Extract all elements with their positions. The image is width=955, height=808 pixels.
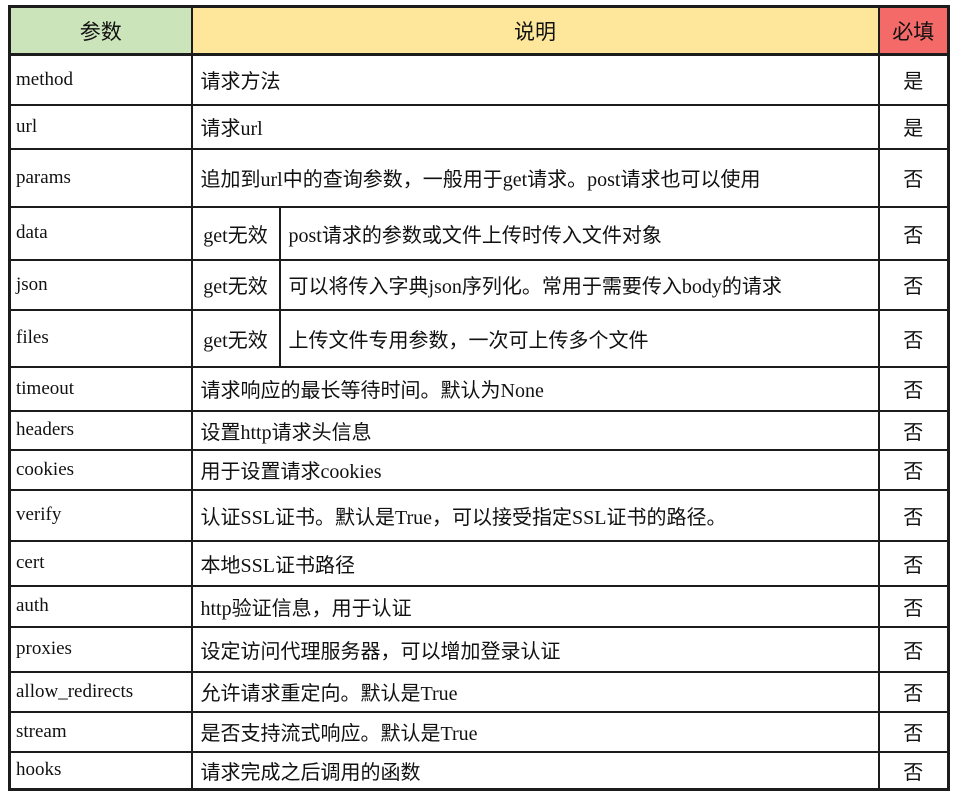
param-cell: json xyxy=(8,258,193,311)
description-cell: 可以将传入字典json序列化。常用于需要传入body的请求 xyxy=(278,258,880,311)
description-cell: 追加到url中的查询参数，一般用于get请求。post请求也可以使用 xyxy=(190,147,880,208)
table-header-row: 参数 说明 必填 xyxy=(8,5,950,56)
param-cell: auth xyxy=(8,584,193,628)
required-cell: 否 xyxy=(877,488,950,542)
column-header-required: 必填 xyxy=(877,5,950,56)
required-cell: 否 xyxy=(877,365,950,412)
param-cell: params xyxy=(8,147,193,208)
param-cell: method xyxy=(8,53,193,106)
table-row: method 请求方法 是 xyxy=(8,53,950,106)
description-cell: post请求的参数或文件上传时传入文件对象 xyxy=(278,205,880,261)
document-page: 参数 说明 必填 method 请求方法 是 url 请求url 是 param… xyxy=(8,5,950,791)
table-row: proxies 设定访问代理服务器，可以增加登录认证 否 xyxy=(8,625,950,673)
required-cell: 否 xyxy=(877,308,950,368)
description-cell: 设置http请求头信息 xyxy=(190,409,880,451)
description-cell: 请求url xyxy=(190,103,880,150)
table-row: cert 本地SSL证书路径 否 xyxy=(8,539,950,587)
description-cell: 是否支持流式响应。默认是True xyxy=(190,710,880,753)
column-header-param: 参数 xyxy=(8,5,193,56)
table-row: stream 是否支持流式响应。默认是True 否 xyxy=(8,710,950,753)
table-row: hooks 请求完成之后调用的函数 否 xyxy=(8,750,950,791)
param-cell: data xyxy=(8,205,193,261)
description-cell: 上传文件专用参数，一次可上传多个文件 xyxy=(278,308,880,368)
param-cell: headers xyxy=(8,409,193,451)
required-cell: 否 xyxy=(877,205,950,261)
table-row: params 追加到url中的查询参数，一般用于get请求。post请求也可以使… xyxy=(8,147,950,208)
param-cell: proxies xyxy=(8,625,193,673)
get-invalid-note-cell: get无效 xyxy=(190,205,281,261)
description-cell: 认证SSL证书。默认是True，可以接受指定SSL证书的路径。 xyxy=(190,488,880,542)
required-cell: 否 xyxy=(877,258,950,311)
param-cell: verify xyxy=(8,488,193,542)
table-row: data get无效 post请求的参数或文件上传时传入文件对象 否 xyxy=(8,205,950,261)
param-cell: allow_redirects xyxy=(8,670,193,713)
required-cell: 否 xyxy=(877,147,950,208)
required-cell: 否 xyxy=(877,625,950,673)
get-invalid-note-cell: get无效 xyxy=(190,308,281,368)
description-cell: 允许请求重定向。默认是True xyxy=(190,670,880,713)
description-cell: 请求完成之后调用的函数 xyxy=(190,750,880,791)
table-row: headers 设置http请求头信息 否 xyxy=(8,409,950,451)
table-row: auth http验证信息，用于认证 否 xyxy=(8,584,950,628)
table-row: url 请求url 是 xyxy=(8,103,950,150)
table-row: json get无效 可以将传入字典json序列化。常用于需要传入body的请求… xyxy=(8,258,950,311)
table-row: cookies 用于设置请求cookies 否 xyxy=(8,448,950,491)
param-cell: files xyxy=(8,308,193,368)
description-cell: 请求响应的最长等待时间。默认为None xyxy=(190,365,880,412)
required-cell: 否 xyxy=(877,710,950,753)
required-cell: 否 xyxy=(877,670,950,713)
required-cell: 否 xyxy=(877,448,950,491)
table-row: verify 认证SSL证书。默认是True，可以接受指定SSL证书的路径。 否 xyxy=(8,488,950,542)
get-invalid-note-cell: get无效 xyxy=(190,258,281,311)
description-cell: 用于设置请求cookies xyxy=(190,448,880,491)
table-row: timeout 请求响应的最长等待时间。默认为None 否 xyxy=(8,365,950,412)
required-cell: 否 xyxy=(877,409,950,451)
table-row: allow_redirects 允许请求重定向。默认是True 否 xyxy=(8,670,950,713)
description-cell: http验证信息，用于认证 xyxy=(190,584,880,628)
param-cell: cert xyxy=(8,539,193,587)
description-cell: 请求方法 xyxy=(190,53,880,106)
param-cell: timeout xyxy=(8,365,193,412)
required-cell: 是 xyxy=(877,103,950,150)
param-cell: hooks xyxy=(8,750,193,791)
param-cell: url xyxy=(8,103,193,150)
required-cell: 否 xyxy=(877,750,950,791)
requests-parameters-table: 参数 说明 必填 method 请求方法 是 url 请求url 是 param… xyxy=(8,5,950,791)
table-row: files get无效 上传文件专用参数，一次可上传多个文件 否 xyxy=(8,308,950,368)
column-header-description: 说明 xyxy=(190,5,880,56)
param-cell: cookies xyxy=(8,448,193,491)
required-cell: 否 xyxy=(877,584,950,628)
description-cell: 设定访问代理服务器，可以增加登录认证 xyxy=(190,625,880,673)
required-cell: 否 xyxy=(877,539,950,587)
param-cell: stream xyxy=(8,710,193,753)
required-cell: 是 xyxy=(877,53,950,106)
description-cell: 本地SSL证书路径 xyxy=(190,539,880,587)
